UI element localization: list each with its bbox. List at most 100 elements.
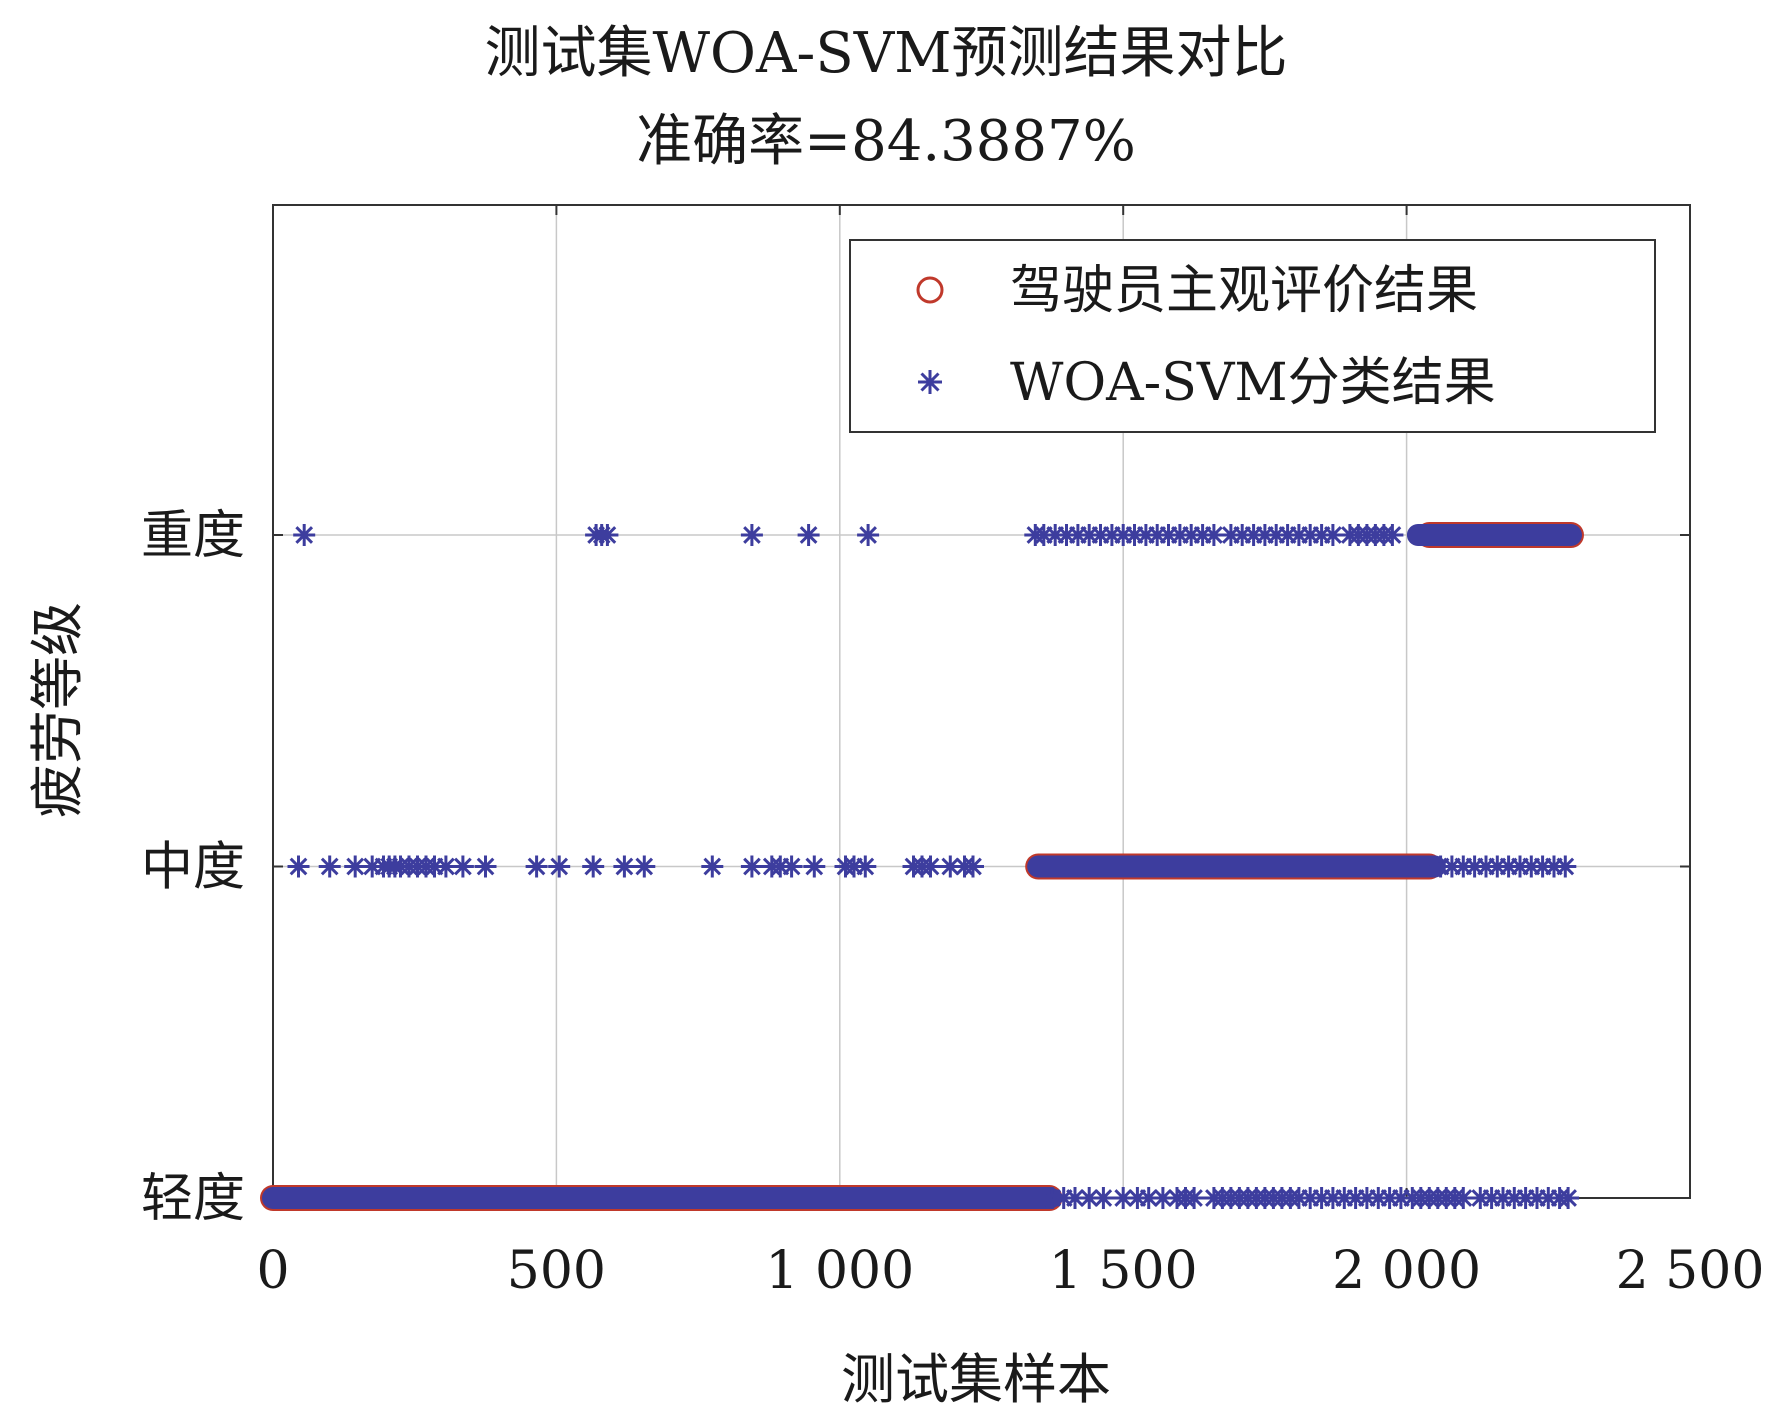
classification-point	[740, 524, 763, 546]
classification-point	[1531, 855, 1554, 878]
classification-point	[596, 524, 619, 546]
classification-point	[1475, 855, 1497, 878]
classification-point	[1287, 524, 1310, 546]
classification-point	[1092, 1187, 1115, 1209]
x-tick-label: 500	[507, 1241, 606, 1301]
classification-point	[1321, 1187, 1344, 1209]
classification-point	[1112, 1187, 1135, 1209]
classification-point	[1543, 855, 1565, 878]
legend-label-subjective: 驾驶员主观评价结果	[1010, 261, 1478, 321]
classification-point	[1520, 855, 1543, 878]
classification-point	[361, 855, 384, 878]
classification-point	[1492, 1187, 1514, 1209]
classification-point	[803, 855, 826, 878]
classification-point	[1066, 524, 1089, 546]
classification-point	[1526, 1187, 1548, 1209]
y-tick-label: 重度	[141, 506, 245, 566]
classification-point	[1231, 524, 1254, 546]
data-marks	[260, 522, 1584, 1211]
classification-point	[1480, 1187, 1503, 1209]
classification-point	[1299, 1187, 1322, 1209]
classification-point	[525, 855, 548, 878]
classification-point	[854, 855, 877, 878]
classification-point	[1123, 524, 1146, 546]
classification-point	[1381, 524, 1404, 546]
classification-point	[780, 855, 803, 878]
classification-point	[1367, 1187, 1390, 1209]
classification-point	[1463, 855, 1486, 878]
classification-point	[701, 855, 724, 878]
legend-marker-classification	[918, 370, 942, 394]
classification-point	[1310, 1187, 1333, 1209]
classification-point	[1064, 1187, 1086, 1209]
classification-point	[1514, 1187, 1537, 1209]
classification-point	[548, 855, 571, 878]
classification-point	[1389, 1187, 1412, 1209]
classification-point	[1486, 855, 1509, 878]
classification-point	[1310, 524, 1333, 546]
classification-point	[451, 855, 474, 878]
x-axis-label: 测试集样本	[841, 1348, 1111, 1411]
classification-point	[1044, 524, 1067, 546]
classification-point	[857, 524, 880, 546]
classification-point	[1537, 1187, 1560, 1209]
classification-point	[1183, 1187, 1206, 1209]
y-tick-label: 中度	[141, 838, 245, 898]
classification-point	[843, 855, 865, 878]
classification-point	[1452, 1187, 1475, 1209]
classification-point	[1440, 855, 1463, 878]
classification-point	[1242, 524, 1265, 546]
x-tick-label: 0	[256, 1241, 289, 1301]
classification-point	[344, 855, 367, 878]
classification-point	[1378, 1187, 1401, 1209]
classification-point	[293, 524, 316, 546]
classification-point	[582, 855, 605, 878]
classification-point	[1253, 524, 1276, 546]
classification-point	[434, 855, 457, 878]
classification-point	[1557, 1187, 1580, 1209]
classification-point	[939, 855, 962, 878]
x-tick-label: 1 000	[765, 1241, 914, 1301]
classification-point	[1276, 524, 1299, 546]
classification-point	[1134, 524, 1157, 546]
y-tick-label: 轻度	[141, 1169, 245, 1229]
classification-point	[1112, 524, 1135, 546]
classification-point	[919, 855, 942, 878]
legend: 驾驶员主观评价结果 WOA-SVM分类结果	[849, 239, 1656, 433]
x-tick-label: 2 000	[1332, 1241, 1481, 1301]
legend-label-classification: WOA-SVM分类结果	[1010, 353, 1496, 413]
classification-point	[423, 855, 446, 878]
classification-point	[1052, 1187, 1075, 1209]
classification-point	[1146, 524, 1169, 546]
classification-point	[740, 855, 763, 878]
legend-star-mark	[918, 370, 942, 394]
classification-point	[1157, 524, 1180, 546]
classification-point	[613, 855, 636, 878]
classification-point	[1151, 1187, 1174, 1209]
classification-point	[1355, 1187, 1378, 1209]
classification-point	[1180, 524, 1203, 546]
x-tick-label: 1 500	[1049, 1241, 1198, 1301]
classification-point	[633, 855, 656, 878]
classification-point	[769, 855, 792, 878]
classification-point	[474, 855, 497, 878]
tick-labels: 0 500 1 000 1 500 2 000 2 500 轻度 中度 重度	[141, 506, 1764, 1301]
chart-title: 测试集WOA-SVM预测结果对比	[485, 21, 1288, 86]
legend-marker-subjective	[916, 276, 944, 304]
classification-point	[962, 855, 984, 878]
classification-point	[318, 855, 341, 878]
classification-point	[1202, 524, 1225, 546]
classification-point	[1089, 524, 1112, 546]
classification-point	[1137, 1187, 1160, 1209]
classification-point	[1168, 524, 1191, 546]
classification-point	[1333, 1187, 1356, 1209]
classification-point	[1078, 524, 1101, 546]
classification-point	[1429, 855, 1452, 878]
classification-point	[1321, 524, 1344, 546]
classification-point	[287, 855, 310, 878]
classification-point	[1078, 1187, 1101, 1209]
legend-box	[849, 239, 1656, 433]
classification-point	[1055, 524, 1078, 546]
chart-subtitle: 准确率=84.3887%	[636, 109, 1136, 174]
